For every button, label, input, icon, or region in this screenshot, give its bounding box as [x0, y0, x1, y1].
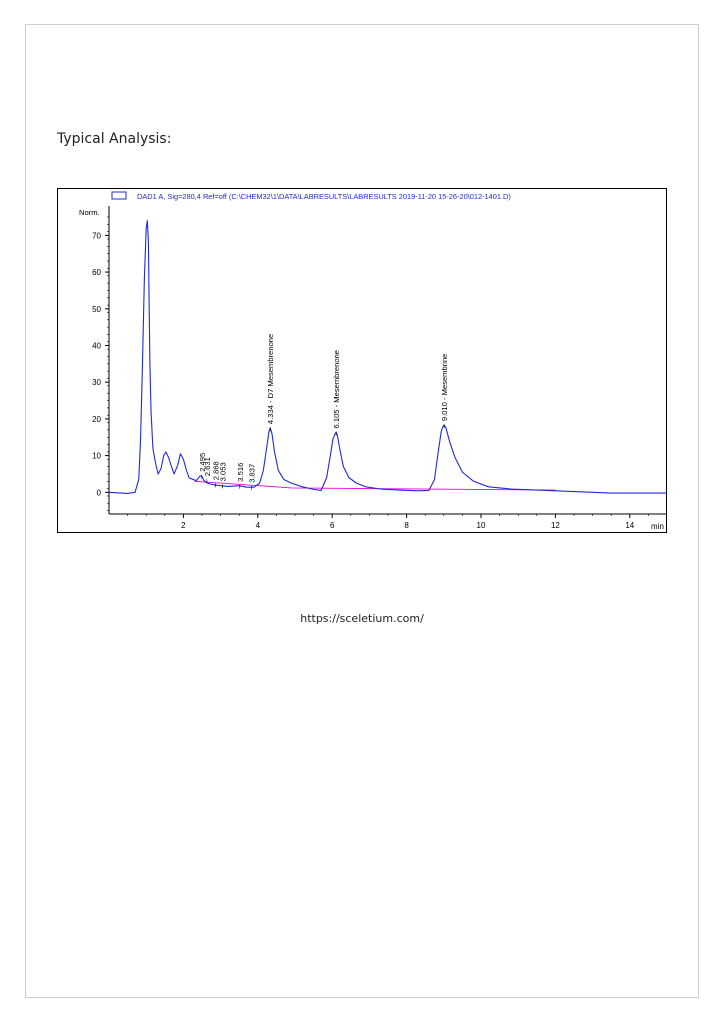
- peak-label: 2.495: [198, 453, 207, 472]
- legend-text: DAD1 A, Sig=280,4 Ref=off (C:\CHEM32\1\D…: [137, 192, 511, 201]
- peak-label: 4.334 - D7 Mesembrenone: [266, 334, 275, 424]
- plot-area: [108, 220, 667, 494]
- chromatogram-chart: DAD1 A, Sig=280,4 Ref=off (C:\CHEM32\1\D…: [57, 188, 668, 533]
- y-axis-label: Norm.: [79, 208, 100, 217]
- page-heading: Typical Analysis:: [57, 131, 172, 147]
- y-tick-label: 50: [92, 305, 101, 314]
- y-tick-label: 70: [92, 231, 101, 240]
- integration-baseline: [194, 480, 556, 491]
- y-tick-label: 60: [92, 268, 101, 277]
- x-tick-label: 4: [256, 521, 261, 530]
- peak-label: 3.837: [248, 464, 257, 483]
- legend-swatch: [111, 191, 127, 200]
- x-tick-label: 6: [330, 521, 335, 530]
- x-tick-label: 12: [551, 521, 560, 530]
- x-tick-label: 8: [404, 521, 409, 530]
- x-axis-label: min: [651, 522, 664, 531]
- x-tick-label: 10: [477, 521, 486, 530]
- y-tick-label: 20: [92, 415, 101, 424]
- x-tick-label: 2: [181, 521, 186, 530]
- signal-trace-0: [108, 220, 667, 494]
- peak-label: 3.516: [236, 463, 245, 482]
- legend: DAD1 A, Sig=280,4 Ref=off (C:\CHEM32\1\D…: [111, 191, 511, 201]
- peak-label: 2.868: [212, 461, 221, 480]
- x-tick-label: 14: [625, 521, 634, 530]
- page-border: [25, 24, 699, 998]
- axes: 0 10 20 30 40 50 60 70 2 4 6 8 10 12 14: [92, 206, 668, 530]
- peak-label: 6.105 - Mesembrenone: [332, 350, 341, 429]
- peak-label: 9.010 - Mesembrine: [440, 354, 449, 422]
- chart-frame: [57, 188, 667, 533]
- y-tick-label: 10: [92, 452, 101, 461]
- y-tick-label: 40: [92, 341, 101, 350]
- footer-url[interactable]: https://sceletium.com/: [300, 612, 424, 625]
- y-tick-label: 30: [92, 378, 101, 387]
- peak-label: 2.631: [203, 457, 212, 476]
- peak-label: 3.053: [219, 462, 228, 481]
- chromatogram-svg: DAD1 A, Sig=280,4 Ref=off (C:\CHEM32\1\D…: [57, 188, 668, 533]
- y-tick-label: 0: [97, 488, 102, 497]
